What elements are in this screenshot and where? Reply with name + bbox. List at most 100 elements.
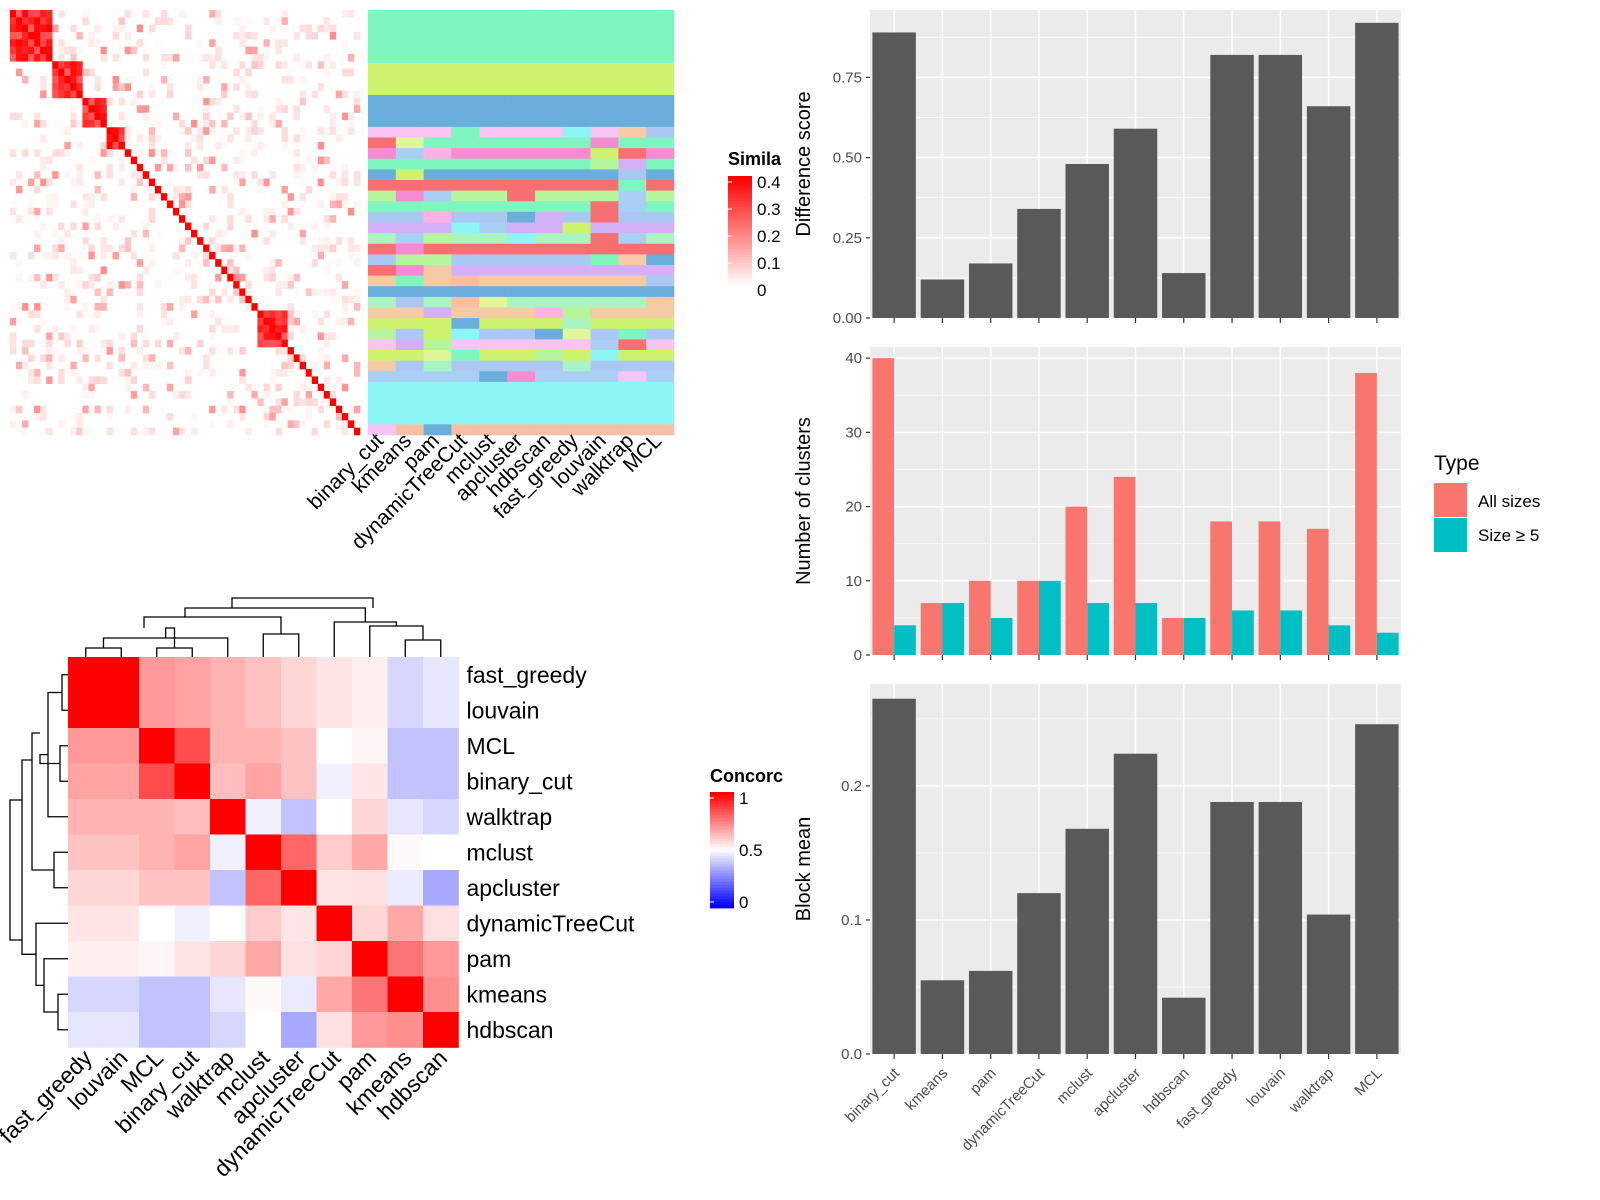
similarity-cell: [299, 127, 306, 135]
similarity-cell: [269, 207, 276, 216]
concordance-row-label: walktrap: [466, 804, 553, 830]
similarity-cell: [106, 427, 113, 436]
similarity-cell: [317, 354, 325, 363]
row-dendrogram-branch: [47, 691, 68, 818]
similarity-cell: [287, 193, 294, 201]
concordance-cell: [316, 657, 353, 693]
similarity-cell: [233, 31, 240, 40]
bar: [1113, 128, 1158, 318]
similarity-cell: [118, 347, 125, 355]
similarity-cell: [227, 259, 234, 267]
concordance-cell: [423, 834, 459, 871]
annotation-cell: [534, 275, 564, 287]
similarity-cell: [335, 376, 343, 385]
similarity-cell: [203, 244, 210, 253]
similarity-cell: [203, 251, 210, 260]
similarity-cell: [82, 68, 89, 77]
similarity-cell: [269, 405, 276, 414]
similarity-cell: [335, 90, 343, 99]
annotation-cell: [368, 116, 397, 128]
annotation-cell: [395, 137, 424, 149]
y-tick-label: 0.2: [841, 778, 862, 795]
similarity-cell: [40, 163, 47, 172]
similarity-cell: [112, 24, 119, 33]
similarity-cell: [335, 200, 343, 209]
similarity-cell: [94, 325, 101, 333]
concordance-cell: [210, 728, 246, 764]
similarity-cell: [70, 295, 77, 304]
similarity-cell: [106, 398, 113, 406]
similarity-cell: [88, 68, 95, 77]
annotation-cell: [507, 41, 536, 53]
bar-all-sizes: [872, 358, 895, 655]
similarity-cell: [233, 383, 240, 392]
similarity-cell: [251, 61, 258, 69]
concordance-cell: [316, 941, 353, 977]
similarity-cell: [209, 119, 216, 128]
similarity-cell: [28, 46, 35, 55]
similarity-cell: [136, 178, 144, 187]
similarity-cell: [239, 39, 246, 47]
similarity-cell: [10, 46, 17, 55]
similarity-cell: [323, 310, 331, 319]
similarity-cell: [341, 90, 349, 99]
similarity-legend-gradient: [728, 279, 752, 283]
concordance-cell: [68, 799, 104, 835]
annotation-cell: [507, 116, 536, 128]
bar-size-ge5: [1280, 610, 1303, 655]
similarity-cell: [124, 244, 131, 253]
similarity-cell: [323, 68, 331, 77]
similarity-cell: [281, 17, 288, 25]
similarity-cell: [106, 163, 113, 172]
annotation-cell: [368, 243, 397, 255]
similarity-cell: [16, 68, 23, 77]
annotation-cell: [451, 381, 480, 393]
similarity-cell: [28, 354, 35, 363]
similarity-cell: [329, 200, 337, 209]
similarity-cell: [70, 53, 77, 62]
annotation-cell: [368, 20, 397, 32]
similarity-cell: [28, 207, 35, 216]
similarity-cell: [112, 31, 119, 40]
similarity-cell: [215, 17, 222, 25]
similarity-legend-gradient: [728, 176, 752, 180]
annotation-cell: [395, 403, 424, 415]
concordance-legend-gradient: [710, 800, 734, 804]
similarity-cell: [275, 317, 282, 326]
similarity-cell: [166, 273, 174, 282]
similarity-cell: [209, 288, 216, 297]
annotation-cell: [590, 318, 619, 330]
annotation-cell: [479, 222, 508, 234]
similarity-cell: [10, 215, 17, 223]
annotation-cell: [368, 381, 397, 393]
similarity-cell: [94, 303, 101, 311]
row-dendrogram-branch: [35, 922, 68, 987]
annotation-cell: [646, 371, 675, 383]
similarity-cell: [239, 413, 246, 421]
similarity-cell: [311, 222, 319, 231]
similarity-cell: [263, 178, 270, 187]
concordance-heatmap: fast_greedylouvainMCLbinary_cutwalktrapm…: [0, 597, 635, 1182]
similarity-cell: [197, 134, 204, 143]
similarity-cell: [323, 156, 331, 165]
similarity-cell: [245, 288, 252, 297]
similarity-cell: [94, 39, 101, 47]
similarity-cell: [28, 39, 35, 47]
annotation-cell: [534, 158, 564, 170]
similarity-cell: [28, 369, 35, 377]
similarity-cell: [299, 193, 306, 201]
annotation-cell: [479, 52, 508, 64]
similarity-cell: [148, 361, 156, 370]
similarity-cell: [106, 361, 113, 370]
annotation-cell: [590, 41, 619, 53]
annotation-cell: [479, 318, 508, 330]
similarity-cell: [323, 17, 331, 25]
annotation-cell: [451, 211, 480, 223]
similarity-cell: [191, 281, 198, 289]
annotation-cell: [368, 211, 397, 223]
concordance-cell: [387, 834, 424, 871]
annotation-cell: [618, 31, 647, 43]
similarity-cell: [317, 391, 325, 399]
annotation-cell: [368, 222, 397, 234]
